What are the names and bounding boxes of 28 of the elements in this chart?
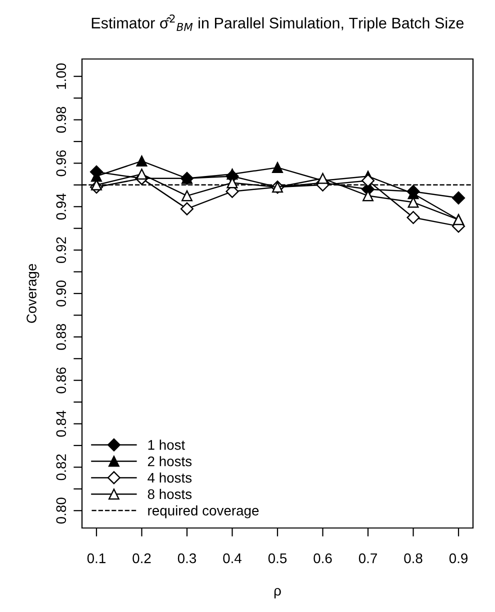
x-tick-label: 0.5: [268, 553, 287, 564]
y-tick-label: 0.80: [56, 498, 66, 524]
y-tick-label: 0.88: [56, 324, 66, 350]
x-tick-label: 0.4: [223, 553, 242, 564]
x-tick-label: 0.8: [404, 553, 422, 564]
x-tick-label: 0.1: [87, 553, 106, 564]
y-tick-label: 0.86: [56, 367, 66, 394]
y-tick-label: 1.00: [56, 63, 66, 89]
x-axis-title: ρ: [274, 588, 281, 598]
y-tick-label: 0.94: [56, 194, 66, 220]
y-tick-label: 0.90: [56, 280, 66, 306]
legend-label: 2 hosts: [148, 456, 192, 466]
legend-label: 1 host: [148, 440, 186, 450]
legend-label: 8 hosts: [148, 488, 192, 500]
x-tick-label: 0.2: [132, 553, 151, 564]
y-tick-label: 0.96: [56, 150, 66, 176]
legend-label: 4 hosts: [148, 472, 192, 483]
x-tick-label: 0.7: [358, 553, 377, 564]
y-tick-label: 0.82: [56, 454, 66, 480]
y-tick-label: 0.98: [56, 106, 66, 133]
x-tick-label: 0.3: [178, 553, 196, 564]
y-tick-label: 0.92: [56, 237, 66, 264]
legend-label: required coverage: [148, 505, 259, 518]
x-tick-label: 0.9: [449, 553, 468, 564]
y-tick-label: 0.84: [56, 410, 66, 437]
y-axis-title: Coverage: [26, 264, 40, 323]
x-tick-label: 0.6: [314, 553, 332, 564]
chart-title: Estimator σ̂$^{2}$$_{BM}$ in Parallel Simulation, Triple Batch Size: [92, 14, 464, 32]
